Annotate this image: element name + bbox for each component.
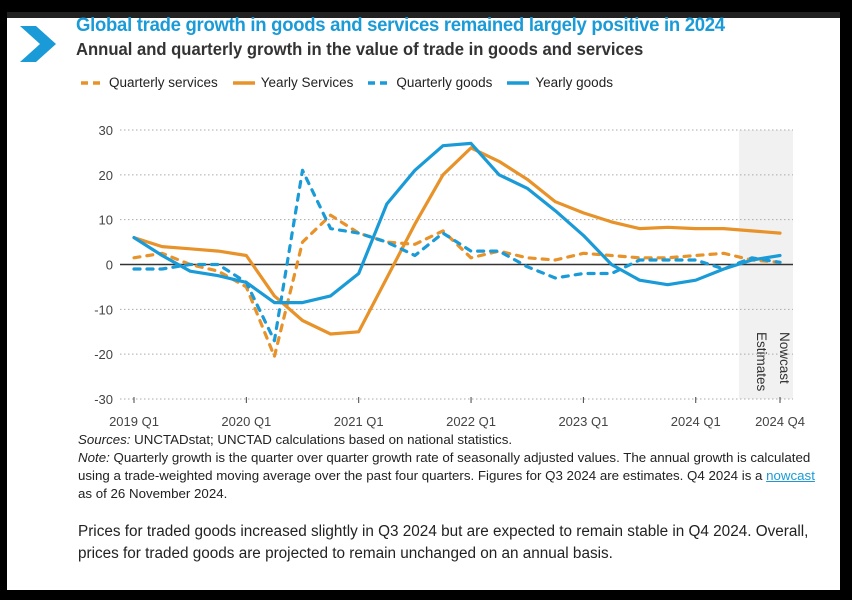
figure-panel [7,12,840,590]
legend-label: Quarterly goods [396,75,493,90]
legend-label: Yearly goods [535,75,613,90]
note-text: Quarterly growth is the quarter over qua… [78,450,811,483]
y-tick-label: -20 [94,347,113,362]
legend-item-quarterly-goods: Quarterly goods [367,75,492,90]
x-tick-label: 2024 Q4 [755,414,805,429]
y-tick-label: -10 [94,302,113,317]
x-tick-label: 2019 Q1 [109,414,159,429]
figure-title: Global trade growth in goods and service… [76,14,725,36]
legend-swatch-quarterly-services [81,80,103,85]
sources-text: UNCTADstat; UNCTAD calculations based on… [130,432,513,447]
figure-subtitle: Annual and quarterly growth in the value… [76,39,644,59]
chart-legend: Quarterly services Yearly Services Quart… [80,75,613,90]
series-line-quarterly-services [132,213,782,358]
chevron-right-icon [20,26,56,62]
legend-swatch-yearly-goods [507,80,530,85]
y-tick-label: 20 [99,168,113,183]
x-tick-label: 2020 Q1 [221,414,271,429]
series-line-quarterly-goods [132,168,782,343]
figure-notes: Sources: UNCTADstat; UNCTAD calculations… [78,431,818,503]
legend-item-yearly-services: Yearly Services [232,75,354,90]
legend-swatch-quarterly-goods [368,80,391,85]
legend-item-quarterly-services: Quarterly services [80,75,218,90]
series-line-yearly-services [132,146,782,336]
note-block: Note: Quarterly growth is the quarter ov… [78,449,818,503]
legend-label: Quarterly services [109,75,218,90]
series-line-yearly-goods [132,141,782,305]
note-label: Note: [78,450,110,465]
note-tail: as of 26 November 2024. [78,486,228,501]
annotation-nowcast: Nowcast [777,332,792,384]
x-tick-label: 2022 Q1 [446,414,496,429]
sources-label: Sources: [78,432,131,447]
annotation-estimates: Estimates [754,332,769,392]
nowcast-link[interactable]: nowcast [766,468,815,483]
x-tick-label: 2024 Q1 [671,414,721,429]
body-paragraph: Prices for traded goods increased slight… [78,523,809,562]
x-tick-label: 2021 Q1 [334,414,384,429]
y-tick-label: 0 [106,258,113,273]
sources-line: Sources: UNCTADstat; UNCTAD calculations… [78,431,818,449]
legend-item-yearly-goods: Yearly goods [506,75,613,90]
y-tick-label: -30 [94,392,113,407]
legend-swatch-yearly-services [232,80,255,85]
y-tick-label: 10 [99,213,113,228]
line-chart: 30 20 10 0 -10 -20 -30 2019 Q1 2020 Q1 2021 Q1 202… [94,123,805,429]
legend-label: Yearly Services [260,75,354,90]
y-tick-label: 30 [99,123,113,138]
x-tick-label: 2023 Q1 [558,414,608,429]
